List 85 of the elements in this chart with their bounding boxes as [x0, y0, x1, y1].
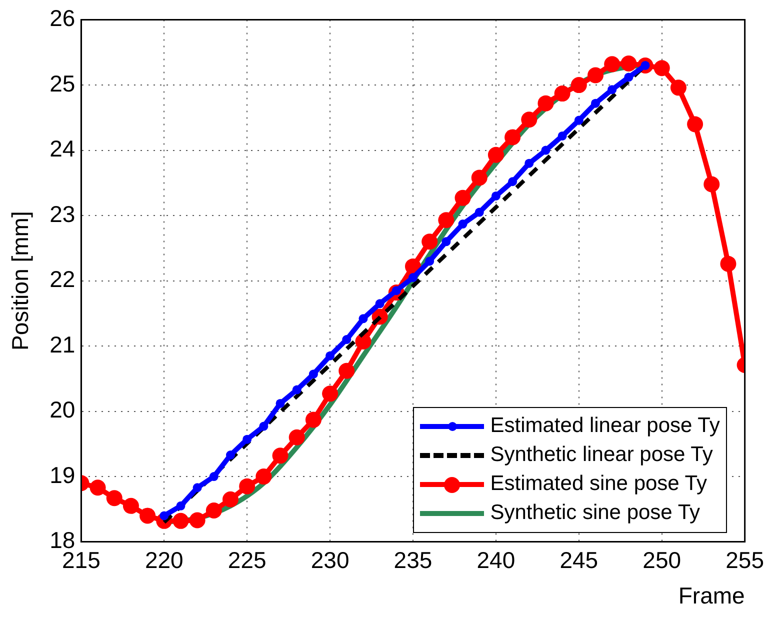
- point: [422, 234, 438, 250]
- point: [488, 146, 504, 163]
- x-tick-label: 245: [560, 546, 598, 573]
- point: [442, 237, 451, 246]
- point: [106, 490, 122, 506]
- y-tick-label: 25: [50, 70, 76, 96]
- point: [189, 512, 206, 528]
- legend-label: Estimated sine pose Ty: [490, 472, 707, 496]
- point: [375, 299, 384, 308]
- point: [574, 116, 584, 125]
- point: [425, 256, 434, 266]
- point: [322, 386, 338, 402]
- point: [276, 398, 285, 408]
- point: [338, 362, 355, 379]
- point: [222, 491, 238, 508]
- point: [408, 273, 418, 282]
- point: [160, 511, 169, 520]
- point: [326, 351, 335, 360]
- point: [305, 412, 322, 428]
- y-tick-label: 23: [50, 200, 76, 227]
- point: [140, 508, 156, 524]
- point: [292, 385, 302, 394]
- y-axis-title: Position [mm]: [7, 211, 34, 350]
- point: [558, 131, 567, 140]
- point: [538, 95, 554, 112]
- point: [206, 502, 222, 518]
- x-tick-label: 255: [726, 546, 764, 573]
- y-tick-label: 19: [50, 462, 76, 488]
- point: [670, 80, 686, 96]
- x-tick-label: 250: [642, 546, 682, 573]
- point: [176, 501, 186, 510]
- point: [438, 212, 454, 228]
- point: [239, 478, 256, 494]
- point: [308, 370, 318, 379]
- x-tick-label: 230: [310, 546, 350, 573]
- point: [272, 448, 288, 464]
- x-axis-title: Frame: [678, 582, 745, 609]
- y-tick-label: 18: [50, 527, 76, 554]
- legend-label: Synthetic linear pose Ty: [490, 443, 713, 468]
- x-tick-label: 240: [476, 546, 516, 573]
- point: [620, 56, 637, 72]
- point: [720, 256, 736, 272]
- point: [192, 483, 202, 492]
- point: [624, 72, 634, 82]
- point: [570, 77, 587, 94]
- point: [458, 220, 468, 229]
- y-tick-label: 20: [50, 396, 76, 423]
- point: [654, 60, 670, 76]
- point: [226, 450, 235, 460]
- point: [524, 158, 534, 168]
- point: [504, 129, 521, 146]
- point: [604, 56, 620, 72]
- point: [90, 480, 106, 496]
- point: [508, 177, 518, 186]
- point: [471, 170, 488, 186]
- y-tick-label: 24: [50, 136, 76, 162]
- x-tick-label: 235: [394, 546, 432, 573]
- point: [256, 468, 272, 485]
- point: [242, 434, 252, 444]
- point: [172, 512, 189, 529]
- point: [587, 67, 604, 84]
- point: [355, 333, 372, 350]
- legend-label: Synthetic sine pose Ty: [490, 501, 700, 526]
- point: [491, 191, 500, 200]
- point: [704, 176, 720, 192]
- x-tick-label: 225: [228, 546, 266, 573]
- point: [209, 472, 218, 482]
- x-tick-label: 220: [144, 546, 184, 573]
- point: [342, 335, 352, 344]
- point: [554, 86, 570, 102]
- point: [474, 208, 484, 217]
- point: [687, 116, 704, 132]
- point: [259, 422, 268, 431]
- point: [590, 98, 600, 108]
- point: [521, 112, 538, 128]
- legend-label: Estimated linear pose Ty: [490, 414, 720, 438]
- point: [541, 146, 550, 155]
- point: [358, 314, 368, 324]
- y-tick-label: 22: [50, 266, 76, 292]
- point: [608, 85, 617, 94]
- y-tick-label: 26: [50, 5, 76, 32]
- point: [122, 498, 139, 514]
- point: [454, 190, 471, 206]
- y-tick-label: 21: [50, 331, 76, 358]
- point: [288, 429, 305, 446]
